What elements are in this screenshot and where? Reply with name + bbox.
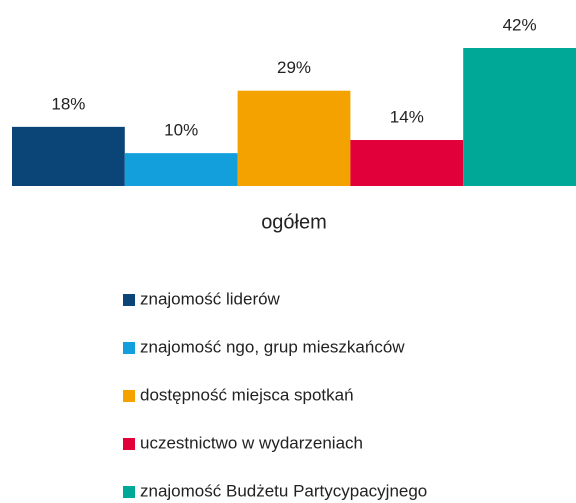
bar	[350, 140, 464, 186]
legend-swatch	[123, 438, 135, 450]
legend-label: dostępność miejsca spotkań	[140, 385, 354, 404]
legend-swatch	[123, 390, 135, 402]
bar	[124, 153, 238, 186]
legend-label: znajomość Budżetu Partycypacyjnego	[140, 481, 427, 500]
legend-label: znajomość ngo, grup mieszkańców	[140, 337, 405, 356]
data-label: 18%	[51, 94, 85, 113]
legend-label: uczestnictwo w wydarzeniach	[140, 433, 363, 452]
legend-swatch	[123, 294, 135, 306]
x-tick-label: ogółem	[261, 211, 327, 233]
data-label: 10%	[164, 121, 198, 140]
data-label: 29%	[277, 58, 311, 77]
legend-swatch	[123, 486, 135, 498]
data-label: 42%	[503, 15, 537, 34]
data-label: 14%	[390, 107, 424, 126]
bar	[237, 90, 351, 186]
bar	[463, 48, 576, 186]
legend-label: znajomość liderów	[140, 289, 281, 308]
legend-swatch	[123, 342, 135, 354]
bar	[12, 126, 125, 186]
